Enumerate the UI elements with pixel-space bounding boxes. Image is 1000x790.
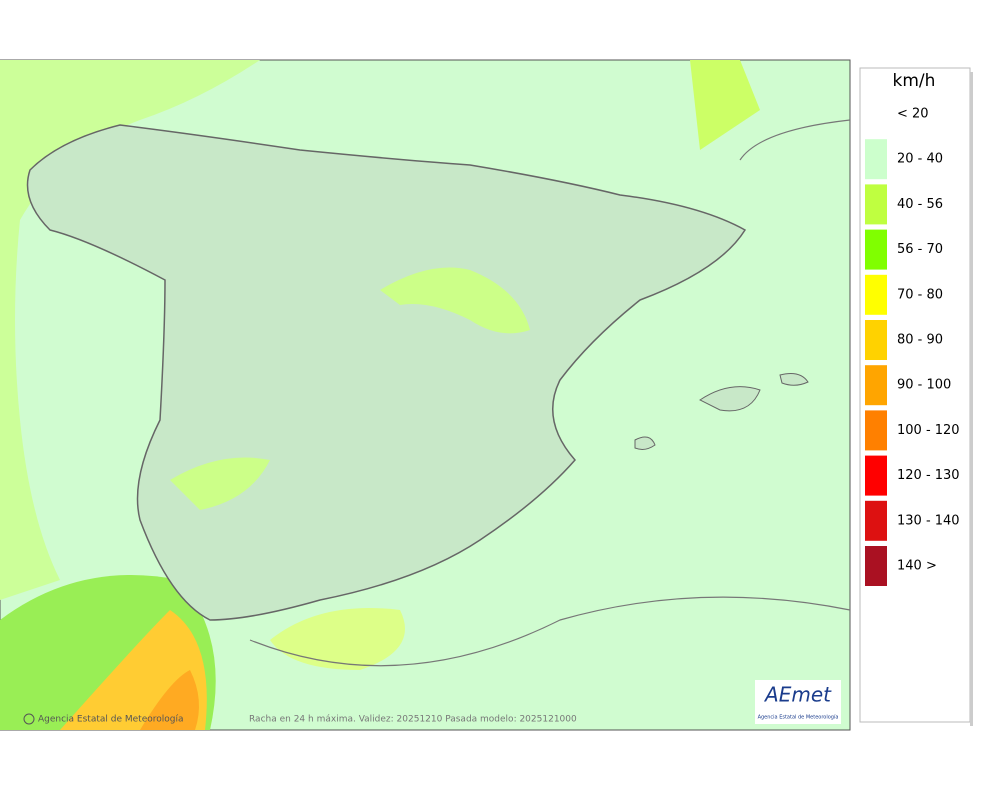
legend-label: 90 - 100 (897, 378, 951, 393)
logo-box (755, 680, 841, 724)
copyright-icon (23, 713, 35, 725)
alboran-gusts (270, 608, 405, 670)
legend-label: 130 - 140 (897, 513, 960, 528)
legend-swatch (865, 365, 887, 406)
legend-shadow (970, 72, 973, 726)
menorca (779, 373, 809, 386)
logo-mark: AEmet (763, 683, 832, 707)
legend: km/h < 20 20 - 40 40 - 56 56 - 70 70 - 80 80 … (859, 67, 973, 726)
footer-caption: Racha en 24 h máxima. Validez: 20251210 … (249, 715, 577, 725)
legend-label: 120 - 130 (897, 468, 960, 483)
legend-label: 140 > (897, 559, 937, 574)
legend-swatch (865, 274, 887, 315)
legend-label: 70 - 80 (897, 287, 943, 302)
inland-gusts (170, 457, 270, 510)
legend-swatch (865, 546, 887, 586)
legend-label: 56 - 70 (897, 242, 943, 257)
legend-swatch (865, 139, 887, 180)
legend-label: < 20 (897, 107, 929, 122)
legend-swatch (865, 455, 887, 496)
legend-label: 80 - 90 (897, 333, 943, 348)
legend-label: 40 - 56 (897, 197, 943, 212)
inland-gusts (380, 267, 530, 334)
africa-stronger-gusts (140, 670, 199, 730)
legend-swatch (865, 184, 887, 225)
legend-label: 20 - 40 (897, 152, 943, 167)
sea-gusts (690, 60, 760, 150)
mallorca (699, 386, 761, 412)
legend-swatch (865, 320, 887, 360)
legend-label: 100 - 120 (897, 423, 960, 438)
france-coast (739, 119, 851, 161)
atlantic-gusts (0, 60, 260, 600)
logo-caption: Agencia Estatal de Meteorología (758, 714, 839, 721)
map: Agencia Estatal de Meteorología Racha en… (0, 59, 851, 731)
legend-swatch (865, 410, 887, 451)
legend-swatch (865, 500, 887, 541)
footer-credit: Agencia Estatal de Meteorología (38, 715, 184, 725)
ibiza (634, 436, 656, 450)
legend-unit: km/h (893, 71, 936, 91)
legend-swatch (865, 229, 887, 270)
africa-coast (249, 596, 851, 667)
